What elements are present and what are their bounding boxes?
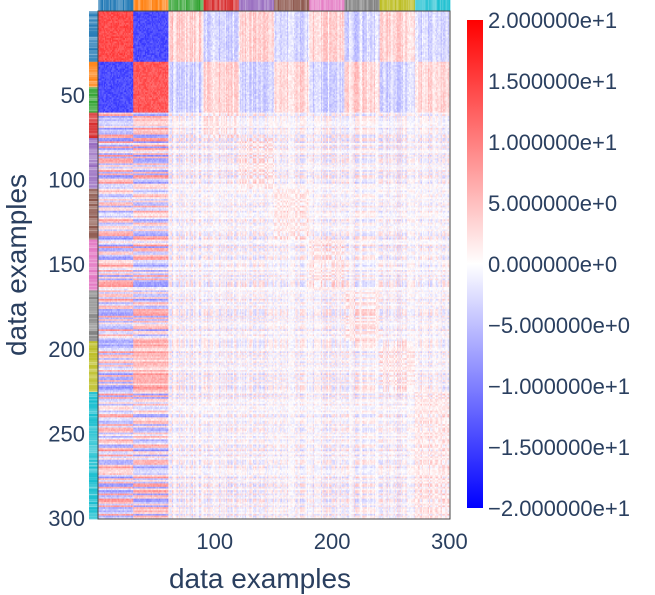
- heatmap-cells: [98, 11, 450, 519]
